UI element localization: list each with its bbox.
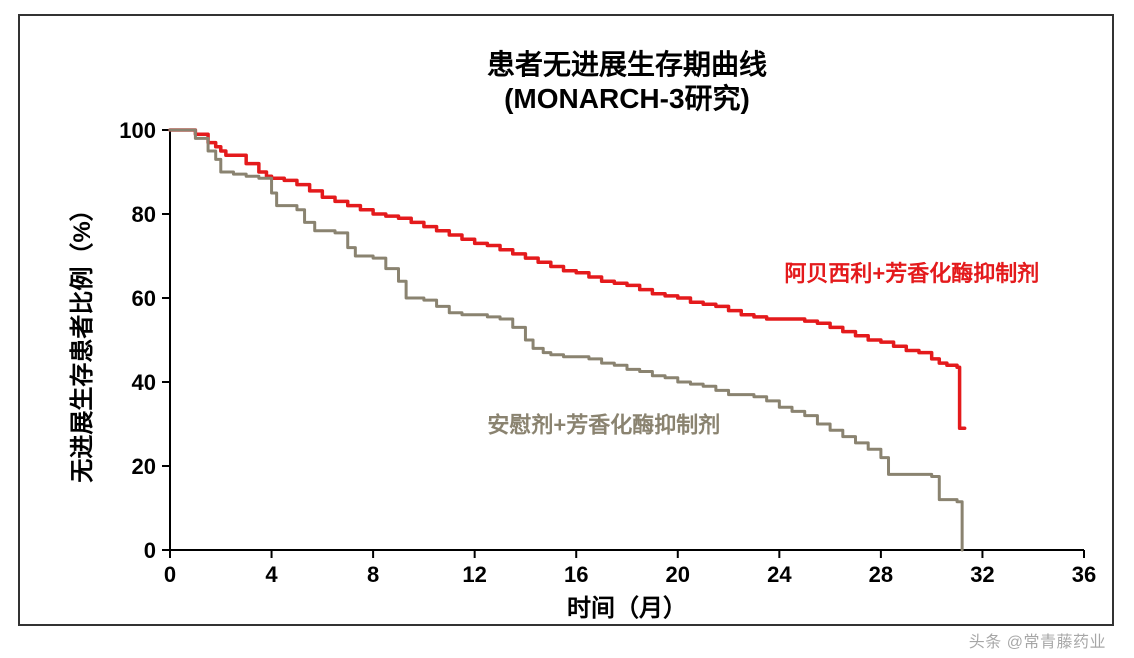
survival-chart: 患者无进展生存期曲线(MONARCH-3研究) 0 20 40 60 80 100 0 4 8 12… xyxy=(60,40,1114,630)
x-tick-label: 4 xyxy=(265,562,278,587)
y-tick-label: 100 xyxy=(119,118,156,143)
y-axis-label: 无进展生存患者比例（%） xyxy=(68,197,96,482)
x-tick-label: 20 xyxy=(666,562,690,587)
x-tick-label: 24 xyxy=(767,562,792,587)
watermark-text: 头条 @常青藤药业 xyxy=(969,628,1106,652)
y-tick-label: 60 xyxy=(132,286,156,311)
series-label: 安慰剂+芳香化酶抑制剂 xyxy=(487,412,720,437)
y-tick-label: 80 xyxy=(132,202,156,227)
series-line xyxy=(170,130,962,550)
series-label: 阿贝西利+芳香化酶抑制剂 xyxy=(784,261,1039,286)
y-tick-label: 40 xyxy=(132,370,156,395)
x-tick-label: 16 xyxy=(564,562,588,587)
x-tick-label: 32 xyxy=(970,562,994,587)
chart-frame: 患者无进展生存期曲线(MONARCH-3研究) 0 20 40 60 80 100 0 4 8 12… xyxy=(18,14,1114,626)
y-tick-label: 20 xyxy=(132,454,156,479)
x-tick-label: 0 xyxy=(164,562,176,587)
x-tick-label: 28 xyxy=(869,562,893,587)
x-axis-label: 时间（月） xyxy=(567,595,687,622)
chart-title-line1: 患者无进展生存期曲线 xyxy=(487,48,767,80)
y-tick-label: 0 xyxy=(144,538,156,563)
x-tick-label: 12 xyxy=(462,562,486,587)
chart-container: 患者无进展生存期曲线(MONARCH-3研究) 0 20 40 60 80 100 0 4 8 12… xyxy=(60,40,1114,630)
x-tick-label: 8 xyxy=(367,562,379,587)
x-tick-label: 36 xyxy=(1072,562,1096,587)
chart-title-line2: (MONARCH-3研究) xyxy=(504,82,750,114)
